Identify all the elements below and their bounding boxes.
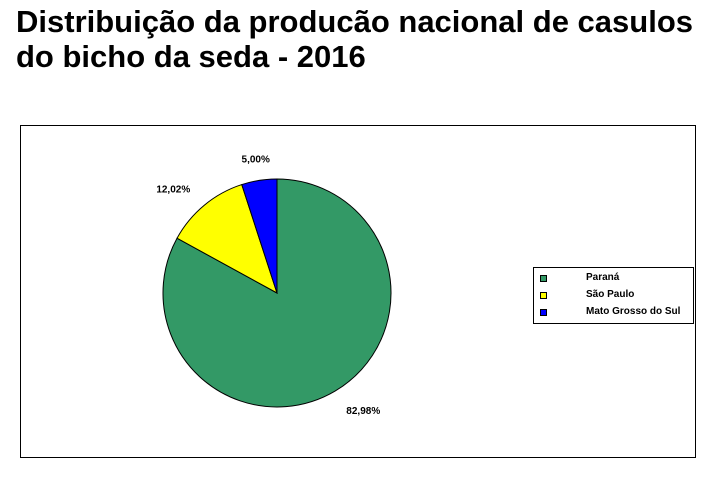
legend-label-sao-paulo: São Paulo xyxy=(586,289,635,300)
pie-chart: 82,98% 12,02% 5,00% xyxy=(156,155,392,417)
legend-item-mato-grosso-do-sul: Mato Grosso do Sul xyxy=(540,306,690,320)
chart-frame: 82,98% 12,02% 5,00% Paraná São Paulo Mato … xyxy=(20,125,696,458)
legend-item-parana: Paraná xyxy=(540,272,690,286)
pie-slice-sao-paulo xyxy=(176,183,278,295)
legend-swatch-parana xyxy=(540,275,547,282)
page-title: Distribuição da producão nacional de cas… xyxy=(16,4,693,74)
legend-item-sao-paulo: São Paulo xyxy=(540,289,690,303)
chart-legend: Paraná São Paulo Mato Grosso do Sul xyxy=(533,267,694,324)
pie-slice-mato-grosso-do-sul xyxy=(241,178,278,294)
legend-swatch-mato-grosso-do-sul xyxy=(540,309,547,316)
pie-label-mato-grosso-do-sul: 5,00% xyxy=(242,155,270,166)
legend-swatch-sao-paulo xyxy=(540,292,547,299)
pie-label-parana: 82,98% xyxy=(346,406,380,417)
pie-label-sao-paulo: 12,02% xyxy=(156,184,190,195)
legend-label-mato-grosso-do-sul: Mato Grosso do Sul xyxy=(586,306,681,317)
legend-label-parana: Paraná xyxy=(586,272,620,283)
